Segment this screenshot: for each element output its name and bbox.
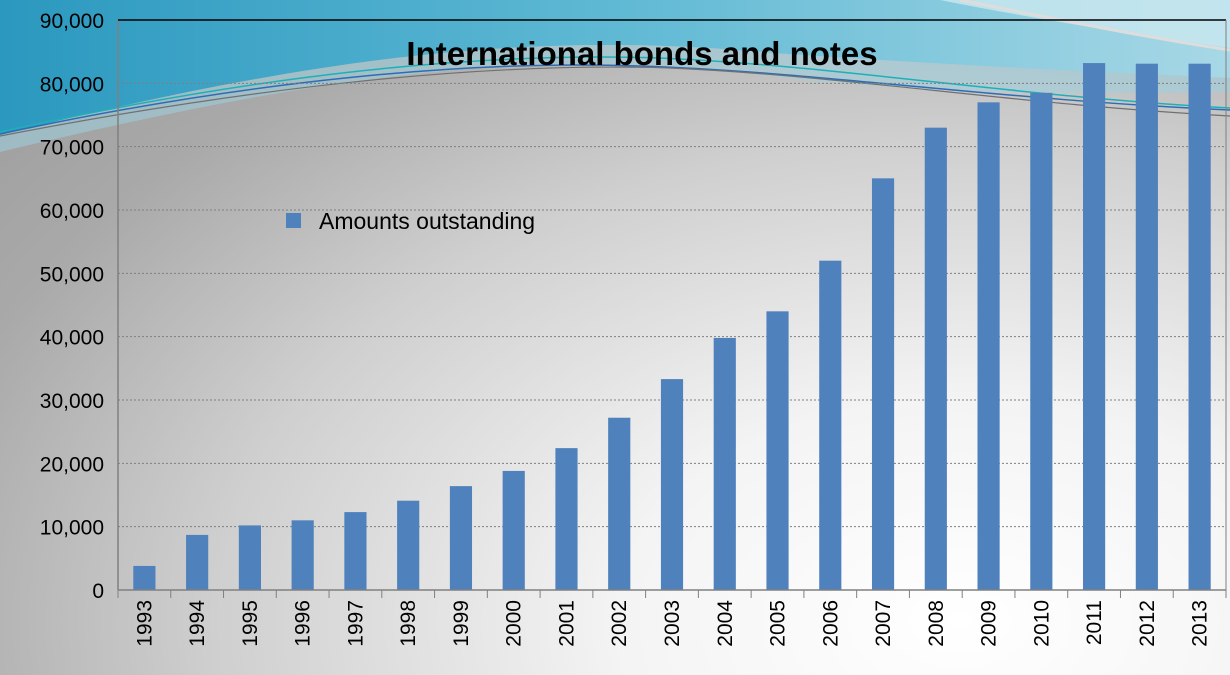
bar — [1135, 63, 1158, 590]
bar — [819, 260, 842, 590]
x-tick-label: 2001 — [555, 600, 578, 647]
bar — [766, 311, 789, 590]
y-tick-label: 40,000 — [40, 327, 104, 350]
bar — [1083, 63, 1106, 591]
legend: Amounts outstanding — [286, 208, 535, 234]
x-tick-label: 2010 — [1030, 600, 1053, 647]
bar — [977, 102, 1000, 590]
x-tick-label: 2007 — [872, 600, 895, 647]
bar — [871, 178, 895, 591]
swoosh-line-gray — [0, 66, 1230, 137]
x-tick-label: 2000 — [503, 600, 526, 647]
y-tick-label: 80,000 — [40, 73, 104, 96]
bar — [397, 500, 420, 590]
x-tick-label: 1995 — [239, 600, 262, 647]
x-axis-tick-labels: 1993 1994 1995 1996 1997 1998 1999 2000 2001 2002… — [133, 600, 1211, 647]
bar — [186, 534, 209, 590]
x-tick-label: 1994 — [186, 600, 209, 647]
bar — [238, 525, 261, 590]
x-tick-label: 1998 — [397, 600, 420, 647]
x-tick-label: 1999 — [450, 600, 473, 647]
y-tick-label: 90,000 — [40, 10, 104, 33]
bar — [133, 565, 156, 590]
axes — [117, 19, 1227, 598]
x-tick-label: 2013 — [1189, 600, 1212, 647]
y-axis-tick-labels: 0 10,000 20,000 30,000 40,000 50,000 60,000 70,… — [40, 10, 104, 603]
x-tick-label: 2008 — [925, 600, 948, 647]
y-tick-label: 20,000 — [40, 453, 104, 476]
bar — [449, 486, 473, 590]
x-tick-label: 2012 — [1136, 600, 1159, 647]
bar — [344, 512, 367, 590]
bar — [713, 337, 736, 590]
bars — [133, 63, 1211, 591]
bar — [924, 127, 947, 591]
bar — [608, 417, 631, 590]
x-tick-label: 2004 — [714, 600, 737, 647]
chart-title: International bonds and notes — [406, 35, 877, 72]
x-tick-label: 1996 — [292, 600, 315, 647]
y-tick-label: 10,000 — [40, 517, 104, 540]
x-tick-label: 2009 — [978, 600, 1001, 647]
x-tick-label: 1997 — [344, 600, 367, 647]
x-tick-label: 2011 — [1083, 600, 1106, 645]
y-tick-label: 50,000 — [40, 263, 104, 286]
legend-label: Amounts outstanding — [319, 208, 535, 234]
bar — [502, 470, 525, 590]
y-tick-label: 30,000 — [40, 390, 104, 413]
y-tick-label: 70,000 — [40, 137, 104, 160]
bar — [291, 520, 314, 590]
x-tick-label: 2002 — [608, 600, 631, 647]
y-tick-label: 0 — [92, 580, 104, 603]
x-tick-label: 2006 — [819, 600, 842, 647]
legend-swatch — [286, 213, 301, 228]
bar — [1030, 92, 1053, 590]
bar — [555, 448, 578, 590]
swoosh-line-teal — [0, 56, 1230, 133]
bar — [660, 379, 684, 590]
swoosh-line-blue — [0, 64, 1230, 135]
y-tick-label: 60,000 — [40, 200, 104, 223]
x-tick-label: 2005 — [767, 600, 790, 647]
bar — [1188, 63, 1211, 590]
light-swoosh-band — [0, 44, 1230, 152]
teal-swoosh-band — [0, 0, 1230, 135]
x-tick-label: 1993 — [133, 600, 156, 647]
x-tick-label: 2003 — [661, 600, 684, 647]
corner-accent-line — [959, 0, 1230, 52]
